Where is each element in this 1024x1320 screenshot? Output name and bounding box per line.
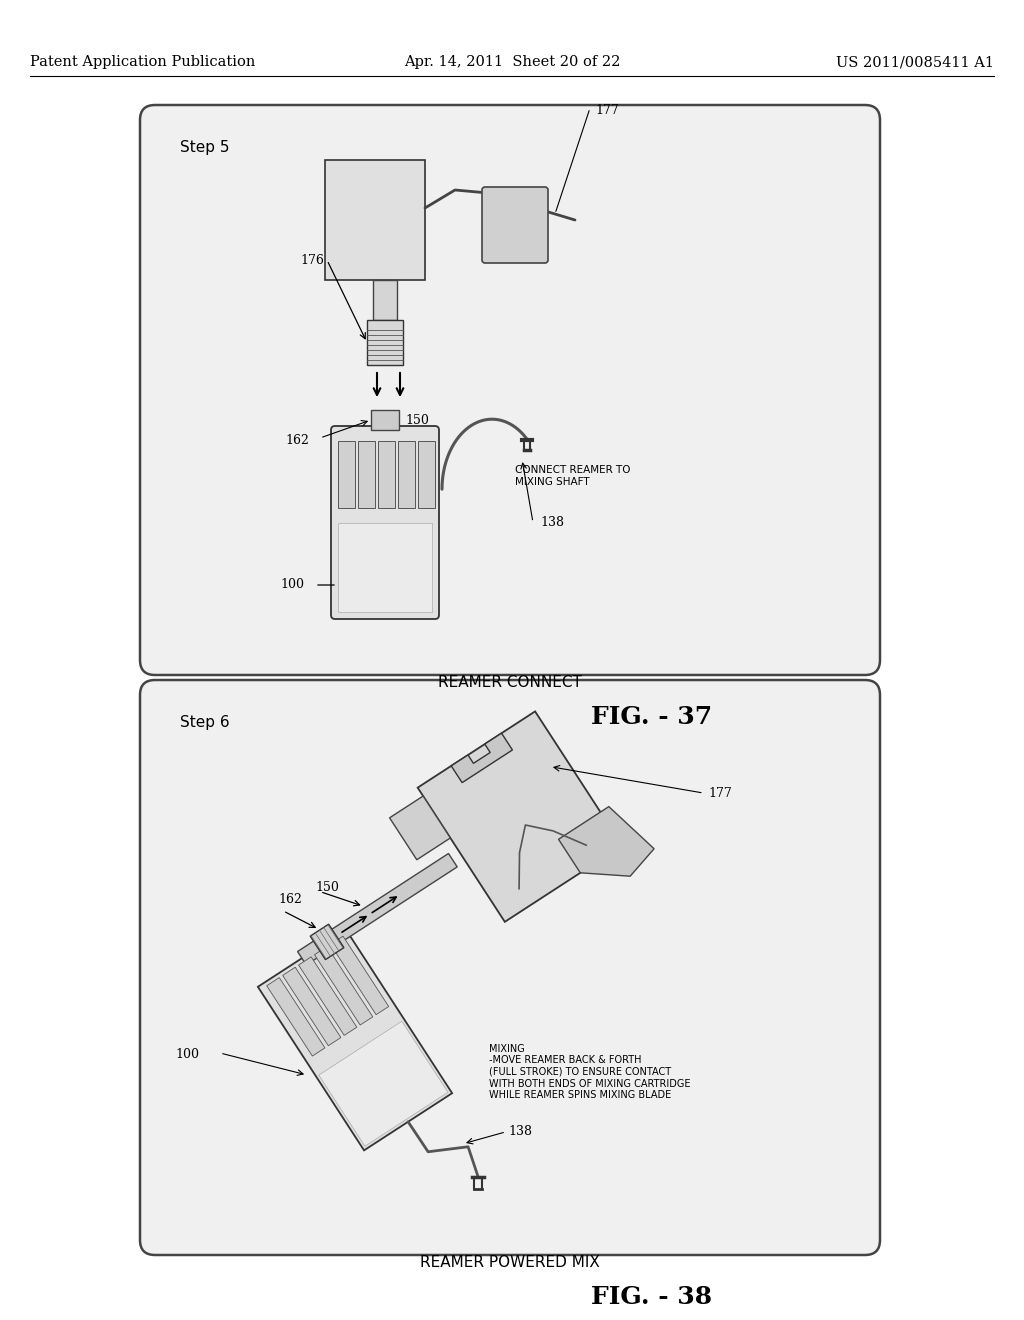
Text: 138: 138 — [508, 1125, 532, 1138]
FancyBboxPatch shape — [140, 106, 880, 675]
Polygon shape — [258, 929, 453, 1150]
Bar — [378, 441, 395, 508]
Text: 162: 162 — [279, 892, 302, 906]
Text: REAMER POWERED MIX: REAMER POWERED MIX — [420, 1255, 600, 1270]
Polygon shape — [318, 1022, 447, 1146]
FancyBboxPatch shape — [482, 187, 548, 263]
FancyBboxPatch shape — [331, 426, 439, 619]
Text: 176: 176 — [300, 253, 324, 267]
Text: CONNECT REAMER TO
MIXING SHAFT: CONNECT REAMER TO MIXING SHAFT — [515, 466, 631, 487]
Polygon shape — [389, 796, 451, 859]
Polygon shape — [298, 854, 457, 965]
Text: Patent Application Publication: Patent Application Publication — [30, 55, 255, 69]
Polygon shape — [418, 711, 623, 921]
Text: US 2011/0085411 A1: US 2011/0085411 A1 — [836, 55, 994, 69]
Text: REAMER CONNECT: REAMER CONNECT — [438, 675, 582, 690]
Polygon shape — [266, 978, 325, 1056]
Text: 177: 177 — [709, 787, 732, 800]
Polygon shape — [314, 946, 373, 1026]
Text: FIG. - 37: FIG. - 37 — [592, 705, 713, 729]
Bar — [338, 523, 432, 612]
Bar — [418, 441, 435, 508]
FancyBboxPatch shape — [140, 680, 880, 1255]
Text: 177: 177 — [595, 103, 618, 116]
Text: 150: 150 — [315, 880, 339, 894]
Text: 100: 100 — [175, 1048, 199, 1061]
Text: Step 5: Step 5 — [180, 140, 229, 154]
Polygon shape — [452, 733, 512, 783]
Bar — [367, 319, 403, 366]
Text: Step 6: Step 6 — [180, 715, 229, 730]
Polygon shape — [331, 936, 389, 1015]
Text: Apr. 14, 2011  Sheet 20 of 22: Apr. 14, 2011 Sheet 20 of 22 — [403, 55, 621, 69]
Text: MIXING
-MOVE REAMER BACK & FORTH
(FULL STROKE) TO ENSURE CONTACT
WITH BOTH ENDS : MIXING -MOVE REAMER BACK & FORTH (FULL S… — [488, 1044, 690, 1100]
Bar — [398, 441, 415, 508]
Text: 100: 100 — [280, 578, 304, 591]
Bar — [373, 280, 397, 319]
Text: 150: 150 — [406, 413, 429, 426]
Bar — [371, 411, 399, 430]
Bar — [338, 441, 355, 508]
Text: FIG. - 38: FIG. - 38 — [592, 1284, 713, 1309]
Polygon shape — [299, 957, 356, 1035]
Text: 138: 138 — [540, 516, 564, 529]
Polygon shape — [283, 968, 341, 1045]
Polygon shape — [325, 160, 425, 280]
Polygon shape — [558, 807, 654, 876]
Bar — [358, 441, 375, 508]
Text: 162: 162 — [285, 433, 309, 446]
Polygon shape — [310, 924, 344, 960]
